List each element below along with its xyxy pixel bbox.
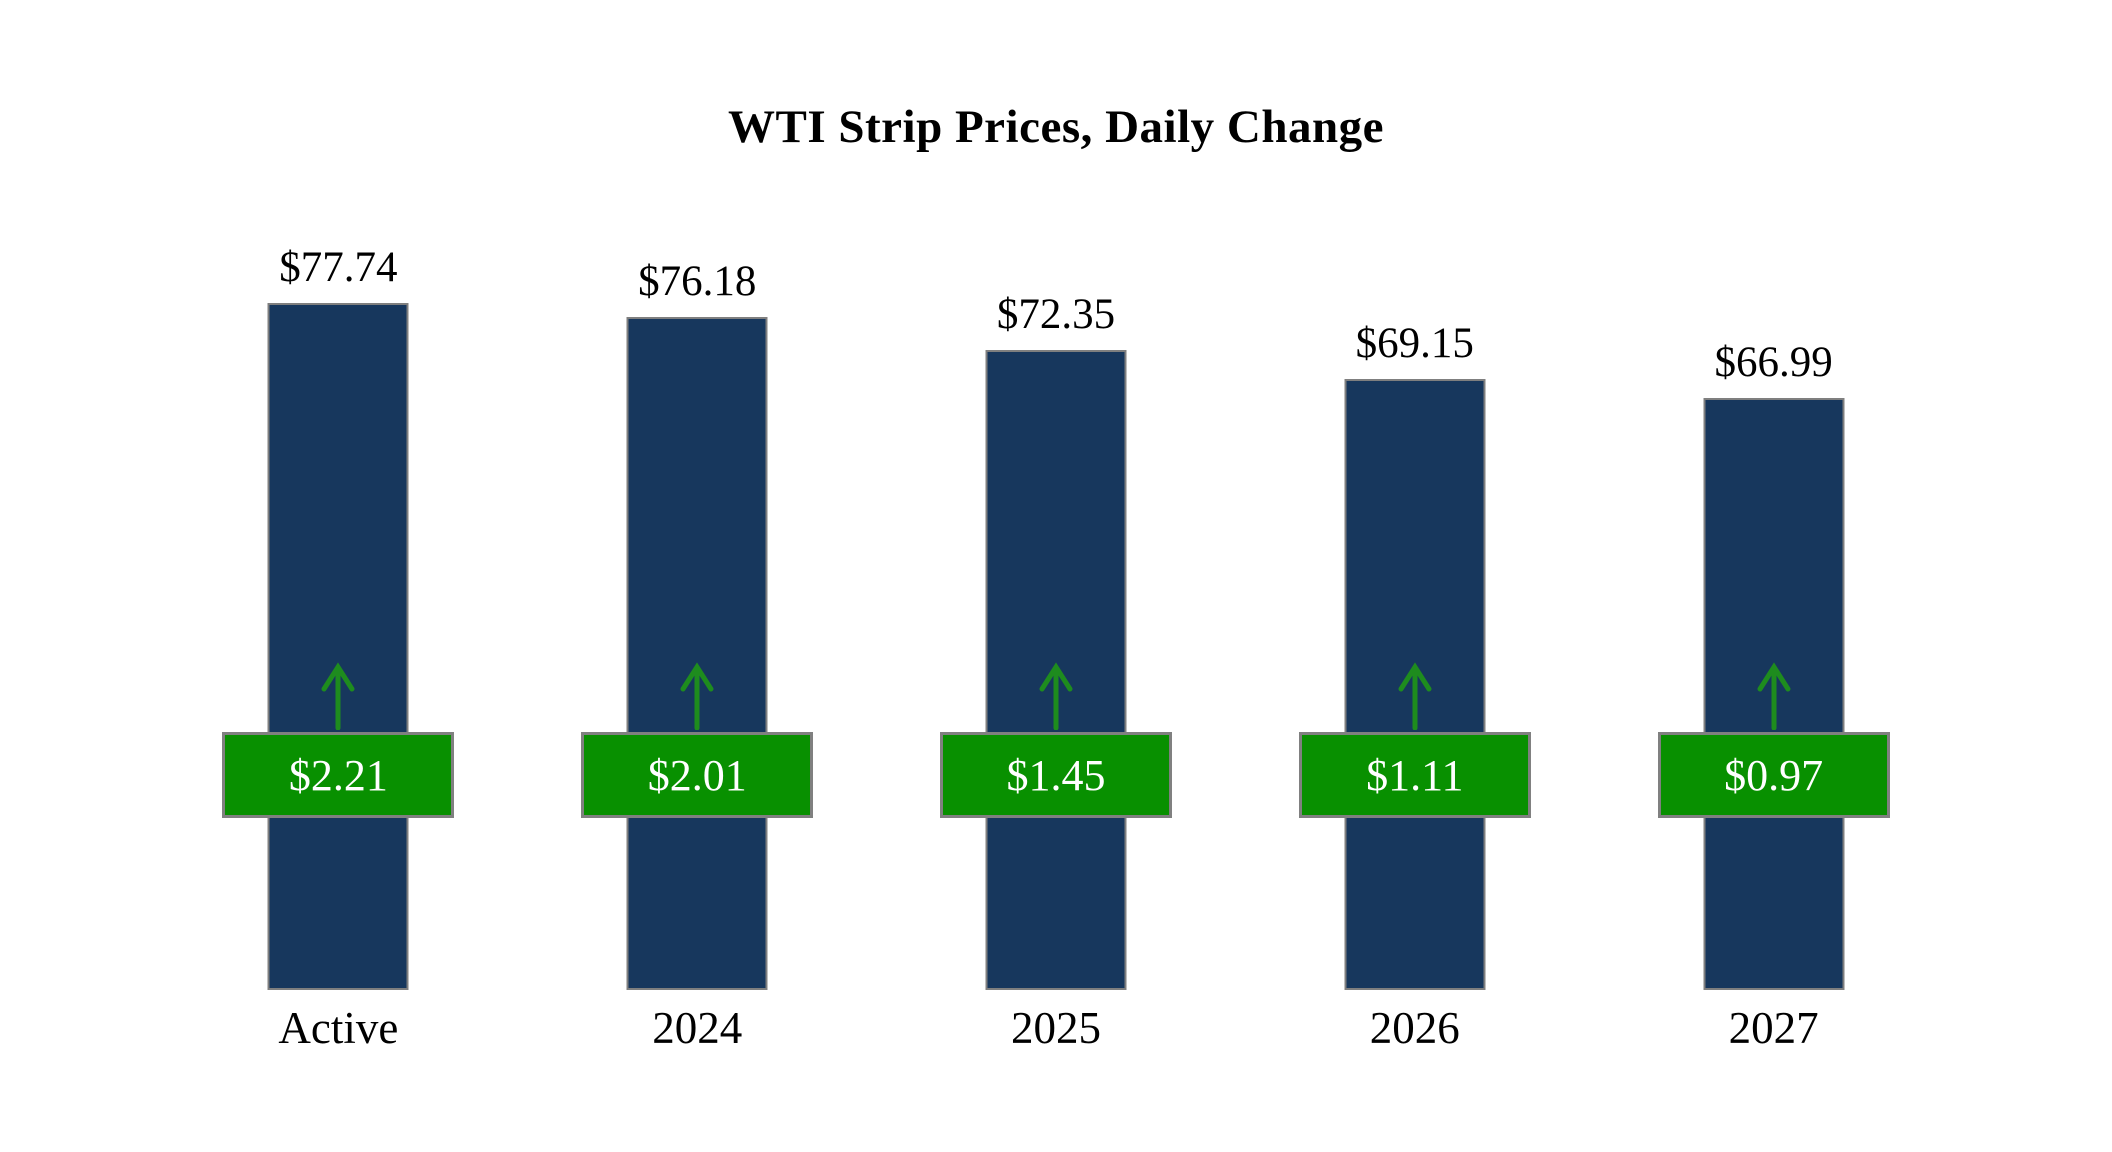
plot-area: $77.74 $2.21 Active $76.18 $2.01 2024 $72.35 $1… [159,0,1953,1152]
chart-column: $66.99 $0.97 2027 [1594,0,1953,1152]
category-label: Active [278,1003,399,1053]
chart-column: $72.35 $1.45 2025 [877,0,1236,1152]
chart-title: WTI Strip Prices, Daily Change [727,101,1385,153]
category-label: 2024 [652,1003,743,1053]
price-label: $76.18 [638,257,757,305]
price-label: $66.99 [1714,338,1833,386]
chart-column: $77.74 $2.21 Active [159,0,518,1152]
daily-change-badge: $0.97 [1657,732,1890,818]
price-label: $69.15 [1355,319,1474,367]
up-arrow-icon [1398,662,1432,730]
chart-column: $69.15 $1.11 2026 [1235,0,1594,1152]
price-label: $72.35 [996,290,1116,338]
category-label: 2025 [1010,1003,1101,1053]
strip-price-bar [267,303,409,990]
category-label: 2027 [1728,1003,1819,1053]
daily-change-badge: $1.45 [939,732,1172,818]
daily-change-badge: $1.11 [1298,732,1531,818]
up-arrow-icon [680,662,714,730]
category-label: 2026 [1369,1003,1460,1053]
price-label: $77.74 [279,243,398,291]
daily-change-badge: $2.21 [222,732,455,818]
up-arrow-icon [321,662,355,730]
up-arrow-icon [1757,662,1791,730]
up-arrow-icon [1039,662,1073,730]
daily-change-badge: $2.01 [581,732,814,818]
strip-price-bar [626,317,768,990]
chart-column: $76.18 $2.01 2024 [518,0,877,1152]
